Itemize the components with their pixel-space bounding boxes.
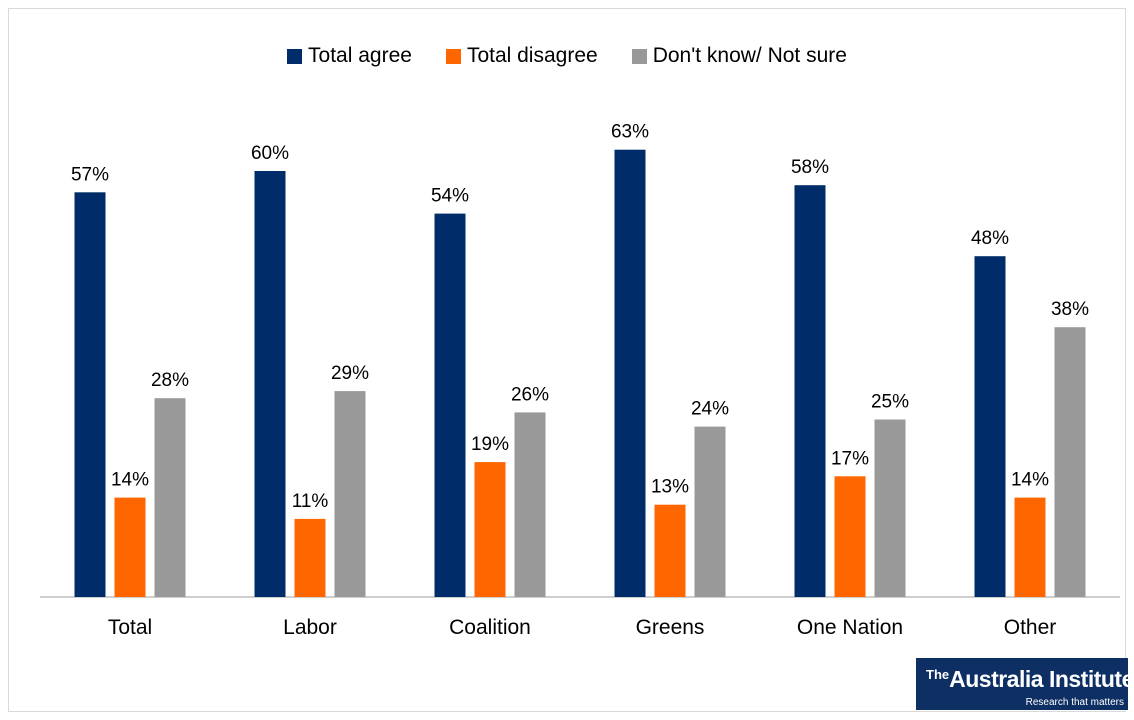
legend-item-total-disagree: Total disagree [445,44,598,68]
australia-institute-logo: TheAustralia Institute Research that mat… [916,658,1134,710]
bar-total-disagree-other [1014,497,1046,597]
legend-swatch [631,48,647,64]
data-label: 13% [651,477,689,498]
bar-don-t-know-not-sure-other [1054,327,1086,597]
logo-prefix: The [926,667,950,682]
data-label: 54% [431,186,469,207]
data-label: 57% [71,164,109,185]
logo-name: Australia Institute [949,666,1134,692]
legend-label: Total disagree [466,44,598,67]
bar-don-t-know-not-sure-labor [334,391,366,597]
x-tick-label: Labor [283,616,337,639]
data-label: 28% [151,370,189,391]
bar-don-t-know-not-sure-greens [694,426,726,597]
bar-total-agree-coalition [434,213,466,597]
bar-don-t-know-not-sure-total [154,398,186,597]
bar-total-agree-labor [254,171,286,597]
legend-item-total-agree: Total agree [287,44,412,68]
data-label: 48% [971,228,1009,249]
data-label: 11% [292,491,329,512]
bar-total-agree-one-nation [794,185,826,597]
data-label: 63% [611,122,649,143]
bar-total-disagree-coalition [474,462,506,597]
data-label: 58% [791,157,829,178]
x-tick-label: Greens [636,616,705,639]
x-tick-label: One Nation [797,616,903,639]
data-label: 29% [331,363,369,384]
legend-label: Don't know/ Not sure [652,44,847,67]
bar-don-t-know-not-sure-coalition [514,412,546,597]
bar-total-agree-greens [614,149,646,597]
legend: Total agree Total disagree Don't know/ Not… [0,44,1134,68]
bar-total-disagree-one-nation [834,476,866,597]
chart-frame [8,8,1126,712]
logo-tagline: Research that matters [1025,697,1124,708]
legend-swatch [445,48,461,64]
bar-total-disagree-greens [654,504,686,597]
data-label: 60% [251,143,289,164]
bar-total-agree-total [74,192,106,598]
x-tick-label: Coalition [449,616,531,639]
data-label: 24% [691,399,729,420]
data-label: 17% [831,448,869,469]
legend-swatch [287,48,303,64]
data-label: 19% [471,434,509,455]
x-tick-label: Total [108,616,152,639]
x-tick-label: Other [1004,616,1057,639]
data-label: 25% [871,392,909,413]
bar-total-agree-other [974,256,1006,597]
data-label: 14% [111,470,149,491]
bar-total-disagree-total [114,497,146,597]
bar-don-t-know-not-sure-one-nation [874,419,906,597]
bar-total-disagree-labor [294,518,326,597]
legend-label: Total agree [308,44,412,67]
logo-wordmark: TheAustralia Institute [926,666,1134,693]
legend-item-don-t-know-not-sure: Don't know/ Not sure [631,44,847,68]
data-label: 26% [511,384,549,405]
data-label: 14% [1011,470,1049,491]
data-label: 38% [1051,299,1089,320]
